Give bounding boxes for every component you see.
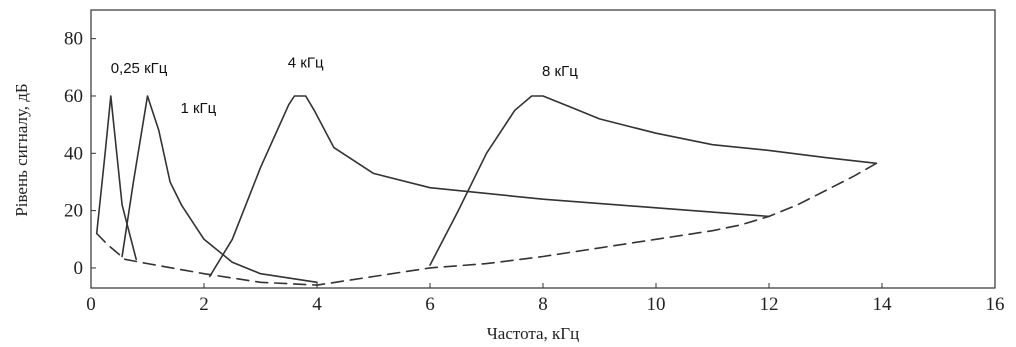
y-tick-label: 20 <box>64 201 83 222</box>
curve-label: 1 кГц <box>180 100 216 117</box>
series-line-dashed <box>95 162 878 286</box>
series-line <box>121 95 318 284</box>
series-line <box>429 95 878 266</box>
y-axis-ticks <box>91 38 96 269</box>
plot-frame <box>90 9 996 289</box>
series-line <box>208 95 770 278</box>
series-layer <box>95 95 878 286</box>
x-tick-label: 2 <box>199 294 209 315</box>
curve-label: 8 кГц <box>542 63 578 80</box>
curve-labels: 0,25 кГц 1 кГц 4 кГц 8 кГц <box>111 54 579 117</box>
x-tick-label: 6 <box>425 294 435 315</box>
x-tick-label: 0 <box>86 294 96 315</box>
y-tick-label: 40 <box>64 143 83 164</box>
x-tick-label: 8 <box>538 294 548 315</box>
y-tick-label: 80 <box>64 29 83 50</box>
y-axis-title: Рівень сигналу, дБ <box>12 83 31 216</box>
x-axis-ticks <box>90 283 996 288</box>
x-axis-tick-labels: 0 2 4 6 8 10 12 14 16 <box>86 294 1004 315</box>
x-tick-label: 4 <box>312 294 322 315</box>
x-tick-label: 10 <box>647 294 666 315</box>
series-line <box>95 95 137 261</box>
y-axis-tick-labels: 0 20 40 60 80 <box>64 29 83 279</box>
x-tick-label: 12 <box>760 294 779 315</box>
y-tick-label: 0 <box>74 258 84 279</box>
x-tick-label: 16 <box>986 294 1005 315</box>
curve-label: 0,25 кГц <box>111 60 168 77</box>
x-axis-title: Частота, кГц <box>487 324 580 343</box>
y-tick-label: 60 <box>64 86 83 107</box>
curve-label: 4 кГц <box>288 54 324 71</box>
x-tick-label: 14 <box>873 294 893 315</box>
